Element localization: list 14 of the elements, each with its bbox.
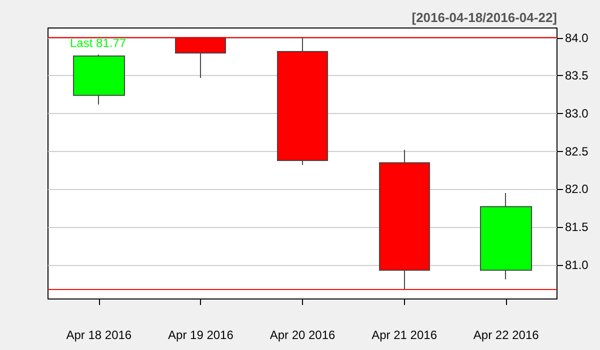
y-tick-label: 83.0 (565, 106, 589, 121)
y-tick-label: 81.0 (565, 258, 589, 272)
x-tick-label: Apr 21 2016 (372, 328, 438, 342)
x-tick-label: Apr 22 2016 (473, 328, 540, 342)
y-tick-label: 81.5 (565, 220, 589, 234)
x-tick-label: Apr 19 2016 (168, 328, 234, 342)
x-tick-label: Apr 18 2016 (66, 328, 132, 342)
chart-subtitle: [2016-04-18/2016-04-22] (412, 10, 558, 25)
x-tick-label: Apr 20 2016 (270, 328, 336, 342)
y-tick-label: 84.0 (565, 30, 589, 45)
y-tick-label: 82.5 (565, 144, 589, 158)
y-tick-label: 82.0 (565, 182, 589, 196)
y-tick-label: 83.5 (565, 68, 589, 83)
annotation: Last 81.77 (70, 36, 126, 50)
